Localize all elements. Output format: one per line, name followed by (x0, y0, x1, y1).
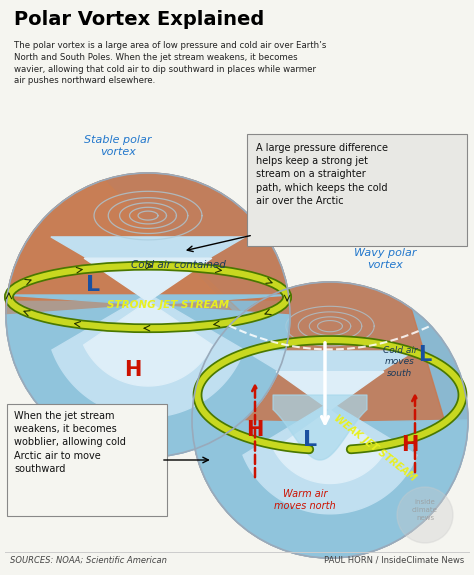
Text: SOURCES: NOAA; Scientific American: SOURCES: NOAA; Scientific American (10, 555, 167, 565)
Polygon shape (192, 420, 468, 558)
Circle shape (192, 282, 468, 558)
Polygon shape (274, 371, 386, 484)
FancyBboxPatch shape (7, 404, 167, 516)
Text: H: H (124, 360, 142, 380)
Polygon shape (6, 180, 247, 450)
Circle shape (397, 487, 453, 543)
Text: H: H (246, 420, 264, 440)
Text: When the jet stream
weakens, it becomes
wobblier, allowing cold
Arctic air to mo: When the jet stream weakens, it becomes … (14, 411, 126, 474)
Text: STRONG JET STREAM: STRONG JET STREAM (107, 300, 229, 310)
Polygon shape (6, 173, 290, 315)
Text: WEAK JET STREAM: WEAK JET STREAM (332, 413, 418, 483)
Text: L: L (419, 345, 432, 365)
Text: Cold air contained: Cold air contained (130, 260, 226, 270)
Polygon shape (192, 282, 447, 558)
FancyBboxPatch shape (247, 134, 467, 246)
Text: PAUL HORN / InsideClimate News: PAUL HORN / InsideClimate News (324, 555, 464, 565)
Text: Polar Vortex Explained: Polar Vortex Explained (14, 10, 264, 29)
Text: L: L (303, 430, 317, 450)
Text: inside
climate
news: inside climate news (412, 500, 438, 520)
Polygon shape (6, 180, 247, 450)
Text: Warm air
moves north: Warm air moves north (274, 489, 336, 511)
Polygon shape (51, 237, 245, 417)
Polygon shape (273, 395, 367, 460)
Text: The polar vortex is a large area of low pressure and cold air over Earth’s
North: The polar vortex is a large area of low … (14, 41, 327, 85)
Text: Stable polar
vortex: Stable polar vortex (84, 135, 152, 157)
Text: Wavy polar
vortex: Wavy polar vortex (354, 248, 416, 270)
Polygon shape (83, 258, 212, 386)
Polygon shape (6, 295, 290, 457)
Circle shape (6, 173, 290, 457)
Text: H: H (401, 435, 419, 455)
Polygon shape (243, 351, 417, 514)
Text: L: L (86, 275, 100, 295)
Text: A large pressure difference
helps keep a strong jet
stream on a straighter
path,: A large pressure difference helps keep a… (256, 143, 388, 206)
Text: Cold air
moves
south: Cold air moves south (383, 346, 417, 378)
